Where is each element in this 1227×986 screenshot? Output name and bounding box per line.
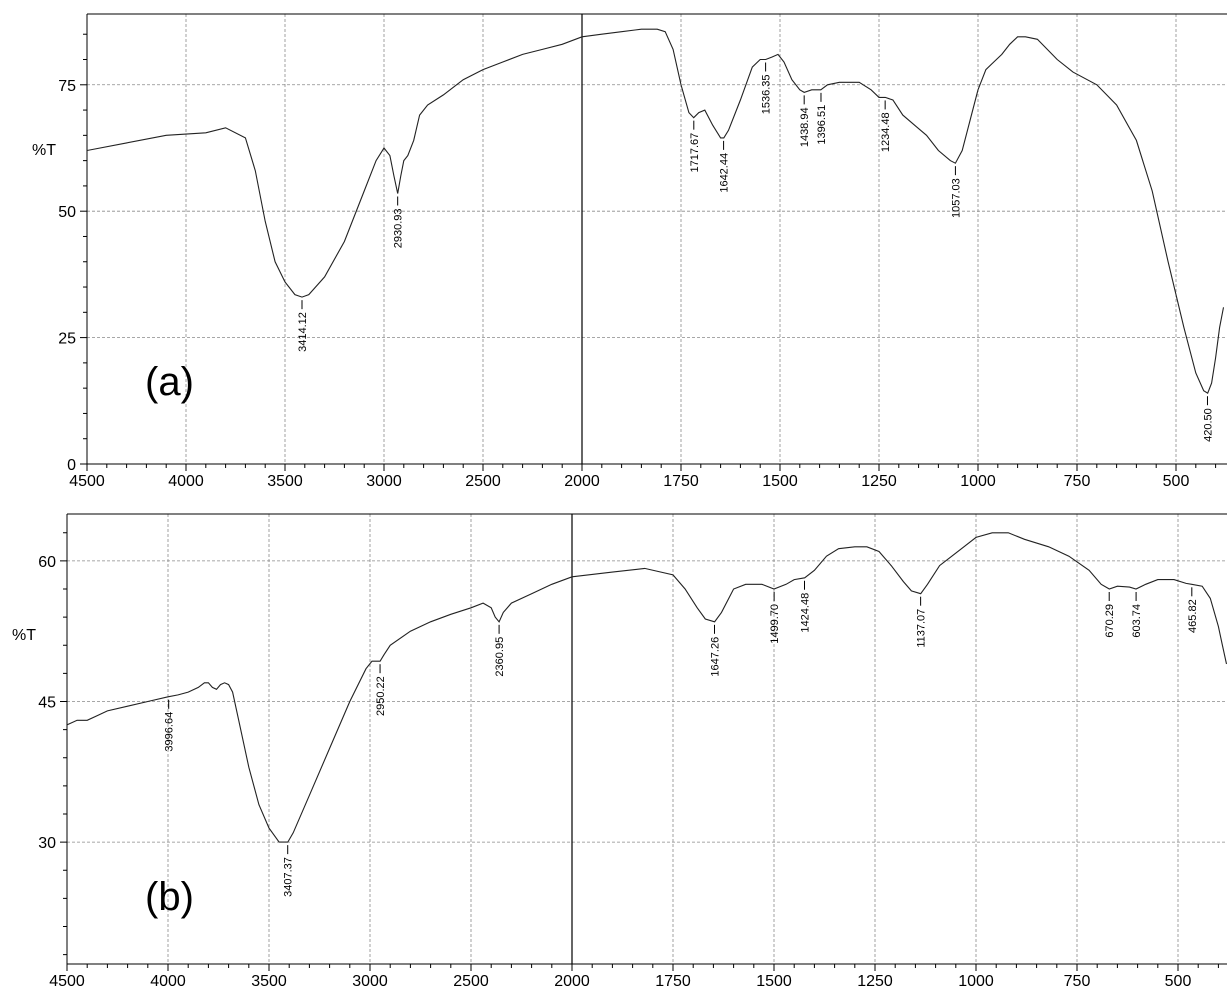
x-tick-label: 500 — [1163, 473, 1190, 490]
y-axis-label: %T — [12, 627, 36, 644]
peak-label: 465.82 — [1187, 599, 1199, 633]
x-tick-label: 4500 — [49, 973, 85, 986]
peak-annotation: 2930.93 — [393, 196, 405, 248]
peak-annotation: 1396.51 — [816, 92, 828, 145]
peak-label: 670.29 — [1104, 604, 1116, 638]
peak-label: 1499.70 — [769, 604, 781, 644]
x-tick-label: 1250 — [857, 973, 893, 986]
x-tick-label: 1000 — [958, 973, 994, 986]
x-tick-label: 1500 — [762, 473, 798, 490]
peak-label: 3414.12 — [297, 312, 309, 352]
x-tick-label: 3000 — [366, 473, 402, 490]
x-tick-label: 3500 — [267, 473, 303, 490]
peak-annotation: 2360.95 — [494, 624, 506, 677]
x-tick-label: 4500 — [69, 473, 105, 490]
spectrum-line — [67, 532, 1227, 843]
x-tick-label: 500 — [1165, 973, 1192, 986]
x-tick-label: 3500 — [251, 973, 287, 986]
x-tick-label: 1500 — [756, 973, 792, 986]
peak-label: 1137.07 — [916, 609, 928, 648]
y-tick-label: 25 — [58, 331, 76, 348]
peak-label: 1438.94 — [799, 107, 811, 147]
peak-annotation: 1642.44 — [719, 140, 731, 193]
peak-annotation: 465.82 — [1187, 587, 1199, 633]
peak-label: 1647.26 — [710, 637, 722, 677]
peak-annotation: 1438.94 — [799, 95, 811, 147]
peak-annotation: 3414.12 — [297, 300, 309, 352]
panel-label: (a) — [145, 360, 194, 404]
x-tick-label: 750 — [1064, 473, 1091, 490]
peak-annotation: 1717.67 — [689, 120, 701, 173]
x-tick-label: 3000 — [352, 973, 388, 986]
peak-label: 3996.64 — [164, 712, 176, 752]
y-tick-label: 50 — [58, 204, 76, 221]
x-tick-label: 2500 — [465, 473, 501, 490]
peak-annotation: 670.29 — [1104, 592, 1116, 638]
peak-label: 3407.37 — [283, 857, 295, 897]
chart-panel-2: 4500 4000 3500 3000 2500 2000 1750 1500 1250 1000… — [12, 513, 1227, 986]
panel-label: (b) — [145, 875, 194, 919]
peak-label: 2930.93 — [393, 209, 405, 249]
spectrum-line — [87, 28, 1225, 395]
peak-annotation: 1647.26 — [710, 624, 722, 677]
y-tick-label: 0 — [67, 457, 76, 474]
peak-annotation: 1137.07 — [916, 596, 928, 648]
y-tick-label: 60 — [38, 554, 56, 571]
x-tick-label: 1250 — [861, 473, 897, 490]
peak-annotation: 1499.70 — [769, 592, 781, 644]
peak-annotation: 1234.48 — [880, 100, 892, 152]
peak-label: 1234.48 — [880, 112, 892, 152]
peak-label: 1396.51 — [816, 105, 828, 145]
peak-label: 1057.03 — [950, 178, 962, 218]
peak-label: 1642.44 — [719, 153, 731, 193]
peak-label: 2360.95 — [494, 637, 506, 677]
y-tick-label: 75 — [58, 78, 76, 95]
x-tick-label: 4000 — [168, 473, 204, 490]
peak-annotation: 1057.03 — [950, 166, 962, 218]
chart-panel-1: 4500 4000 3500 3000 2500 2000 1750 1500 1250 1000… — [32, 13, 1227, 490]
x-tick-label: 1000 — [960, 473, 996, 490]
x-tick-label: 1750 — [663, 473, 699, 490]
peak-annotation: 1424.48 — [800, 580, 812, 633]
peak-annotation: 3996.64 — [164, 699, 176, 752]
peak-annotation: 3407.37 — [283, 845, 295, 897]
peak-label: 420.50 — [1203, 408, 1215, 442]
y-axis-label: %T — [32, 142, 56, 159]
peak-annotation: 2950.22 — [375, 664, 387, 716]
x-tick-label: 2000 — [554, 973, 590, 986]
peak-annotation: 420.50 — [1203, 396, 1215, 442]
peak-label: 2950.22 — [375, 676, 387, 716]
x-tick-label: 1750 — [655, 973, 691, 986]
peak-label: 1536.35 — [761, 75, 773, 115]
x-tick-label: 4000 — [150, 973, 186, 986]
peak-annotation: 603.74 — [1131, 592, 1143, 638]
x-tick-label: 2500 — [453, 973, 489, 986]
y-tick-label: 30 — [38, 835, 56, 852]
peak-label: 1424.48 — [800, 593, 812, 633]
x-tick-label: 2000 — [564, 473, 600, 490]
peak-annotation: 1536.35 — [761, 62, 773, 115]
peak-label: 603.74 — [1131, 604, 1143, 638]
peak-label: 1717.67 — [689, 133, 701, 173]
x-tick-label: 750 — [1064, 973, 1091, 986]
y-tick-label: 45 — [38, 695, 56, 712]
